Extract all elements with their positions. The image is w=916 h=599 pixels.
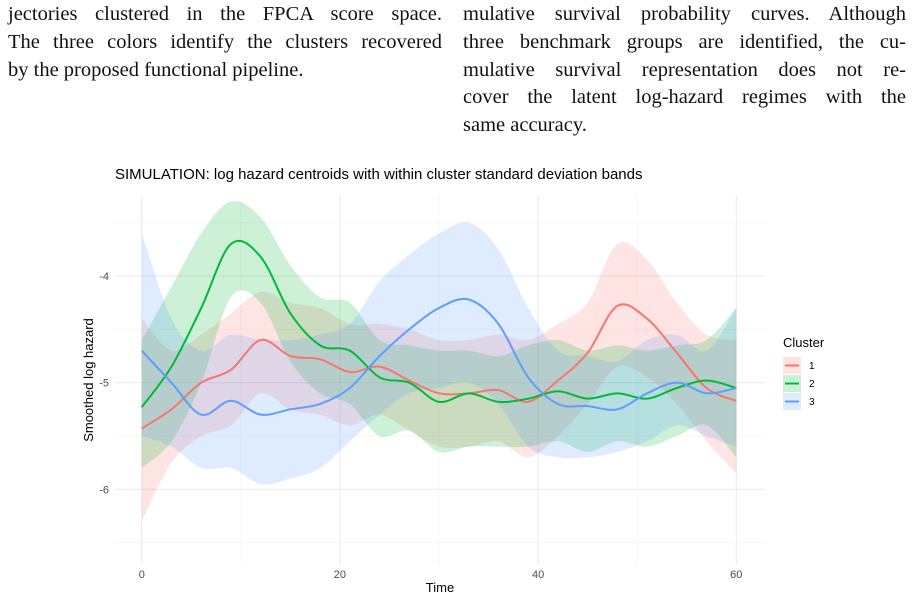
legend-label: 3 — [809, 397, 815, 408]
text-line: three benchmark groups are identified, t… — [463, 30, 906, 53]
x-tick-label: 0 — [139, 569, 145, 581]
text-line: same accuracy. — [463, 114, 587, 137]
text-line: The three colors identify the clusters r… — [8, 30, 442, 53]
text-column: mulative survival probability curves. Al… — [463, 1, 906, 140]
text-line: cover the latent log-hazard regimes with… — [463, 86, 906, 109]
y-tick-label: -6 — [99, 484, 109, 496]
legend-label: 1 — [809, 361, 815, 372]
y-tick-label: -4 — [99, 271, 109, 283]
y-tick-label: -5 — [99, 378, 109, 390]
sd-band — [141, 200, 737, 468]
x-tick-label: 60 — [730, 569, 742, 581]
centroid-line — [140, 239, 737, 408]
x-axis-label: Time — [426, 580, 454, 595]
text-line: by the proposed functional pipeline. — [8, 58, 304, 81]
centroid-line — [141, 303, 737, 430]
x-tick-label: 20 — [334, 569, 346, 581]
text-line: jectories clustered in the FPCA score sp… — [8, 3, 442, 25]
x-tick-label: 40 — [532, 569, 544, 581]
legend-title: Cluster — [783, 335, 825, 350]
centroid-line — [141, 297, 737, 416]
text-column: jectories clustered in the FPCA score sp… — [8, 1, 442, 84]
text-line: mulative survival probability curves. Al… — [463, 3, 906, 25]
sd-band — [141, 222, 737, 485]
chart-title: SIMULATION: log hazard centroids with wi… — [115, 166, 642, 183]
y-axis-label: Smoothed log hazard — [81, 318, 96, 442]
legend-label: 2 — [809, 379, 815, 390]
text-line: mulative survival representation does no… — [463, 58, 906, 81]
